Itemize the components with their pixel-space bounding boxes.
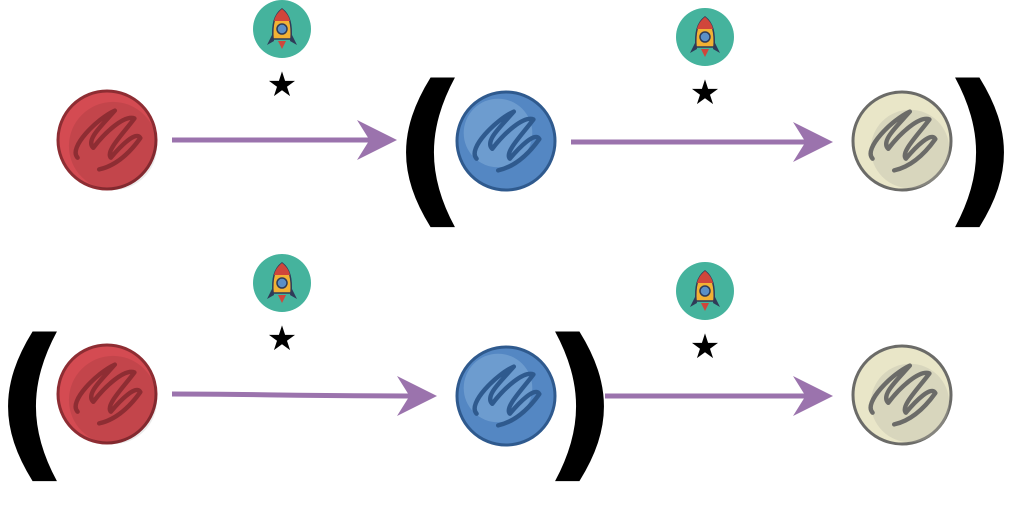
rocket-icon [253, 0, 311, 58]
star-label: ★ [690, 73, 720, 113]
transition-arrow [171, 375, 437, 416]
close-parenthesis: ) [542, 303, 619, 499]
blue-planet [455, 345, 557, 447]
red-planet [56, 343, 158, 445]
star-label: ★ [690, 327, 720, 367]
cream-planet [851, 344, 953, 446]
star-label: ★ [267, 319, 297, 359]
red-planet [56, 89, 158, 191]
blue-planet [455, 90, 557, 192]
rocket-icon [676, 262, 734, 320]
row-2: ( ★ ) [0, 254, 953, 499]
open-parenthesis: ( [392, 49, 469, 245]
rocket-icon [253, 254, 311, 312]
close-parenthesis: ) [942, 49, 1009, 245]
rocket-icon [676, 8, 734, 66]
cream-planet [851, 90, 953, 192]
row-1: ★ ( ★ ) [56, 0, 1009, 245]
star-label: ★ [267, 65, 297, 105]
